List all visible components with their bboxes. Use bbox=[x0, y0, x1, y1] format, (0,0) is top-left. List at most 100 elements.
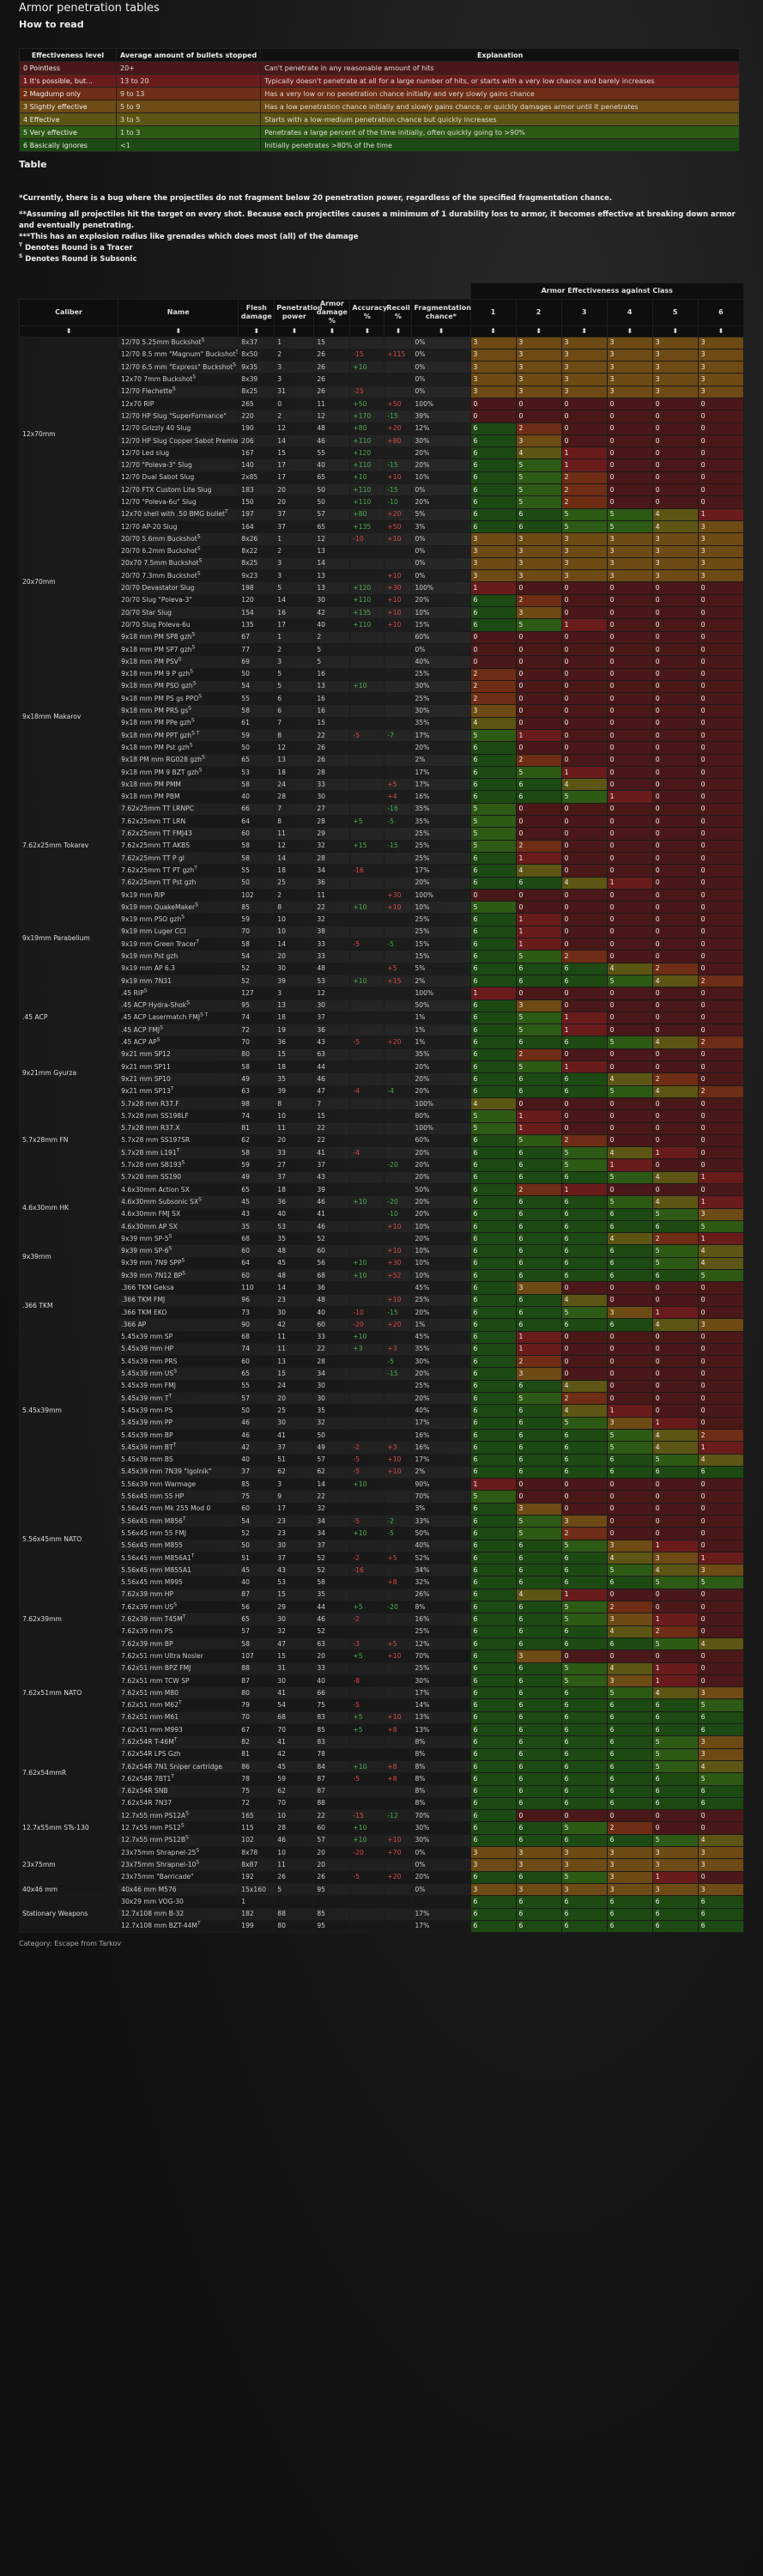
ammo-name[interactable]: 9x18 mm PM 9 BZT gzhS bbox=[118, 765, 239, 780]
ammo-name[interactable]: 9x19 mm Green TracerT bbox=[118, 938, 239, 951]
caliber-cell[interactable]: 4.6x30mm HK bbox=[18, 1182, 119, 1234]
caliber-cell[interactable]: 7.62x39mm bbox=[18, 1588, 119, 1651]
ammo-name[interactable]: 5.56x39 mm Warmage bbox=[118, 1478, 239, 1492]
sort-icon[interactable]: ⬍ bbox=[651, 325, 699, 337]
ammo-name[interactable]: 5.7x28 mm SS197SR bbox=[118, 1133, 239, 1148]
column-header[interactable]: 6 bbox=[697, 298, 745, 326]
ammo-name[interactable]: 7.62x39 mm T45MT bbox=[118, 1613, 239, 1626]
ammo-name[interactable]: 7.62x39 mm HP bbox=[118, 1588, 239, 1602]
ammo-name[interactable]: 7.62x54R 7N1 Sniper cartridge bbox=[118, 1759, 239, 1774]
sort-icon[interactable]: ⬍ bbox=[313, 325, 351, 337]
ammo-name[interactable]: 5.56x45 mm M855 bbox=[118, 1539, 239, 1552]
ammo-name[interactable]: 9x18 mm PM SP8 gzhS bbox=[118, 630, 239, 644]
ammo-name[interactable]: 5.56x45 mm M855A1 bbox=[118, 1564, 239, 1577]
ammo-name[interactable]: 7.62x51 mm Ultra Nosler bbox=[118, 1649, 239, 1663]
ammo-name[interactable]: 12/70 HP Slug "SuperFormance" bbox=[118, 410, 239, 423]
ammo-name[interactable]: 20/70 Slug "Poleva-3" bbox=[118, 593, 239, 608]
ammo-name[interactable]: 9x39 mm SP-6S bbox=[118, 1244, 239, 1258]
ammo-name[interactable]: 12.7x108 mm BZT-44MT bbox=[118, 1919, 239, 1934]
ammo-name[interactable]: 7.62x25mm TT Pst gzh bbox=[118, 876, 239, 890]
ammo-name[interactable]: 9x18 mm PM PMM bbox=[118, 778, 239, 792]
caliber-cell[interactable]: 5.56x45mm NATO bbox=[18, 1490, 119, 1589]
ammo-name[interactable]: 12/70 8.5 mm "Magnum" BuckshotS bbox=[118, 348, 239, 362]
ammo-name[interactable]: .366 TKM Geksa bbox=[118, 1281, 239, 1295]
ammo-name[interactable]: 9x39 mm SP-5S bbox=[118, 1232, 239, 1246]
column-header[interactable]: 4 bbox=[606, 298, 653, 326]
sort-icon[interactable]: ⬍ bbox=[606, 325, 653, 337]
caliber-cell[interactable]: 7.62x54mmR bbox=[18, 1735, 119, 1811]
ammo-name[interactable]: 12x70 7mm BuckshotS bbox=[118, 373, 239, 386]
ammo-name[interactable]: 9x39 mm 7N9 SPPS bbox=[118, 1256, 239, 1271]
column-header[interactable]: 2 bbox=[515, 298, 562, 326]
ammo-name[interactable]: 5.56x45 mm Mk 255 Mod 0 bbox=[118, 1502, 239, 1516]
ammo-name[interactable]: 12x70 shell with .50 BMG bulletT bbox=[118, 507, 239, 521]
ammo-name[interactable]: 12/70 Dual Sabot Slug bbox=[118, 471, 239, 485]
ammo-name[interactable]: 5.56x45 mm 55 HP bbox=[118, 1490, 239, 1504]
ammo-name[interactable]: 12/70 Led slug bbox=[118, 447, 239, 460]
ammo-name[interactable]: 12/70 "Poleva-6u" Slug bbox=[118, 495, 239, 509]
sort-icon[interactable]: ⬍ bbox=[18, 325, 119, 337]
ammo-name[interactable]: 9x19 mm AP 6.3 bbox=[118, 962, 239, 975]
ammo-name[interactable]: 7.62x25mm TT FMJ43 bbox=[118, 827, 239, 841]
column-header[interactable]: Penetration power bbox=[274, 298, 323, 326]
ammo-name[interactable]: .45 ACP Hydra-ShokS bbox=[118, 999, 239, 1012]
ammo-name[interactable]: 9x19 mm RIP bbox=[118, 888, 239, 902]
ammo-name[interactable]: 20/70 6.2mm BuckshotS bbox=[118, 544, 239, 558]
column-header[interactable]: 1 bbox=[469, 298, 517, 326]
ammo-name[interactable]: 5.7x28 mm SB193S bbox=[118, 1158, 239, 1172]
ammo-name[interactable]: 5.45x39 mm HP bbox=[118, 1342, 239, 1357]
caliber-cell[interactable]: .45 ACP bbox=[18, 987, 119, 1049]
ammo-name[interactable]: 5.45x39 mm TT bbox=[118, 1392, 239, 1406]
column-header[interactable]: Recoil % bbox=[384, 298, 413, 326]
column-header[interactable]: Name bbox=[118, 298, 239, 326]
ammo-name[interactable]: 20/70 Slug Poleva-6u bbox=[118, 618, 239, 632]
sort-icon[interactable]: ⬍ bbox=[697, 325, 745, 337]
ammo-name[interactable]: 30x29 mm VOG-30 bbox=[118, 1895, 239, 1909]
column-header[interactable]: Caliber bbox=[18, 298, 119, 326]
ammo-name[interactable]: .366 TKM FMJ bbox=[118, 1293, 239, 1307]
sort-icon[interactable]: ⬍ bbox=[349, 325, 385, 337]
caliber-cell[interactable]: 9x19mm Parabellum bbox=[18, 888, 119, 988]
ammo-name[interactable]: 9x21 mm SP12 bbox=[118, 1048, 239, 1062]
ammo-name[interactable]: 7.62x39 mm USS bbox=[118, 1601, 239, 1614]
ammo-name[interactable]: 20/70 Star Slug bbox=[118, 606, 239, 620]
ammo-name[interactable]: 12/70 FTX Custom Lite Slug bbox=[118, 483, 239, 497]
caliber-cell[interactable]: 12.7x55mm STs-130 bbox=[18, 1809, 119, 1848]
ammo-name[interactable]: 12x70 RIP bbox=[118, 397, 239, 411]
ammo-name[interactable]: 5.45x39 mm BP bbox=[118, 1428, 239, 1443]
column-header[interactable]: Fragmentation chance* bbox=[411, 298, 471, 326]
ammo-name[interactable]: 5.45x39 mm PS bbox=[118, 1404, 239, 1418]
ammo-name[interactable]: 7.62x39 mm PS bbox=[118, 1625, 239, 1638]
ammo-name[interactable]: 12.7x108 mm B-32 bbox=[118, 1907, 239, 1921]
ammo-name[interactable]: 4.6x30mm Subsonic SXS bbox=[118, 1195, 239, 1209]
ammo-name[interactable]: 5.56x45 mm M995 bbox=[118, 1576, 239, 1589]
ammo-name[interactable]: 5.56x45 mm M856T bbox=[118, 1514, 239, 1528]
caliber-cell[interactable]: 9x18mm Makarov bbox=[18, 630, 119, 804]
sort-icon[interactable]: ⬍ bbox=[118, 325, 239, 337]
ammo-name[interactable]: 7.62x51 mm BPZ FMJ bbox=[118, 1662, 239, 1675]
ammo-name[interactable]: 9x21 mm SP11 bbox=[118, 1060, 239, 1074]
ammo-name[interactable]: 9x21 mm SP10 bbox=[118, 1072, 239, 1086]
column-header[interactable]: Armor damage % bbox=[313, 298, 351, 326]
ammo-name[interactable]: 20/70 5.6mm BuckshotS bbox=[118, 532, 239, 546]
ammo-name[interactable]: 9x18 mm PM PS gs PPOS bbox=[118, 692, 239, 706]
ammo-name[interactable]: 5.45x39 mm 7N39 "Igolnik" bbox=[118, 1465, 239, 1479]
ammo-name[interactable]: 7.62x25mm TT LRN bbox=[118, 815, 239, 829]
ammo-name[interactable]: 7.62x25mm TT LRNPC bbox=[118, 802, 239, 817]
ammo-name[interactable]: 5.7x28 mm L191T bbox=[118, 1146, 239, 1160]
caliber-cell[interactable]: 5.7x28mm FN bbox=[18, 1097, 119, 1184]
category-footer[interactable]: Category: Escape from Tarkov bbox=[19, 1940, 122, 1948]
ammo-name[interactable]: 9x18 mm PM PRS gsS bbox=[118, 704, 239, 718]
ammo-name[interactable]: 4.6x30mm FMJ SX bbox=[118, 1207, 239, 1221]
ammo-name[interactable]: 5.56x45 mm M856A1T bbox=[118, 1551, 239, 1565]
ammo-name[interactable]: 7.62x51 mm TCW SP bbox=[118, 1674, 239, 1688]
ammo-name[interactable]: 7.62x51 mm M993 bbox=[118, 1723, 239, 1737]
ammo-name[interactable]: 5.7x28 mm R37.F bbox=[118, 1097, 239, 1111]
ammo-name[interactable]: 5.45x39 mm USS bbox=[118, 1367, 239, 1381]
ammo-name[interactable]: 5.45x39 mm PP bbox=[118, 1416, 239, 1430]
ammo-name[interactable]: 9x18 mm PM PBM bbox=[118, 790, 239, 804]
ammo-name[interactable]: .45 ACP FMJS bbox=[118, 1024, 239, 1037]
ammo-name[interactable]: 9x18 mm PM PPT gzhS T bbox=[118, 728, 239, 743]
ammo-name[interactable]: 5.7x28 mm R37.X bbox=[118, 1121, 239, 1135]
sort-icon[interactable]: ⬍ bbox=[384, 325, 413, 337]
